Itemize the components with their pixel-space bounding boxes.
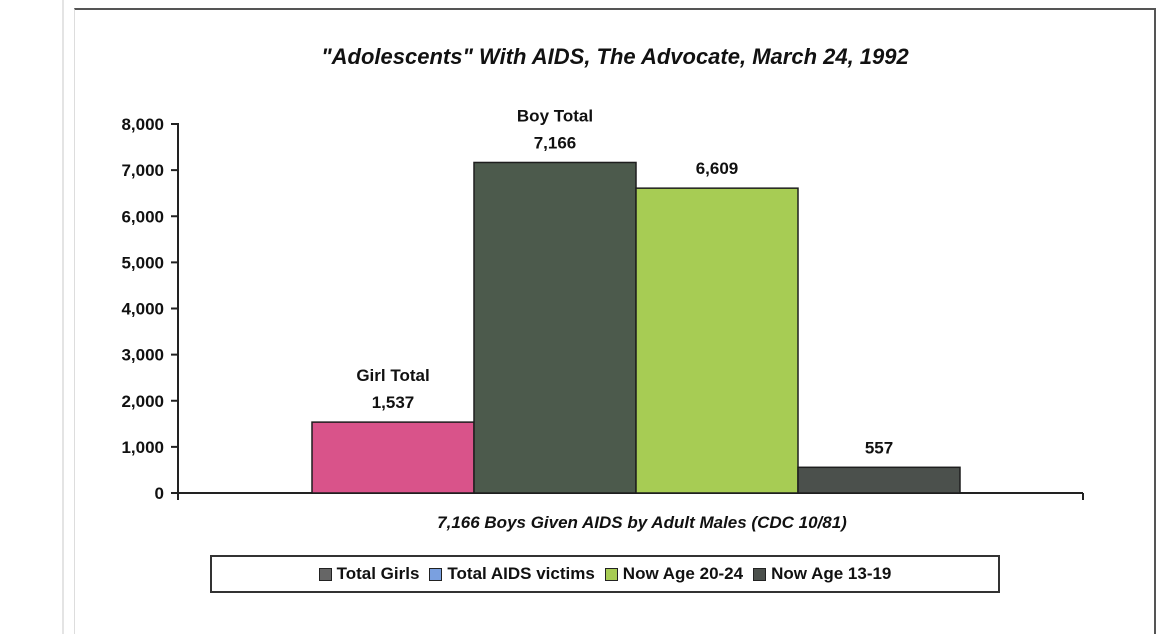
legend-item-now-age-13-19: Now Age 13-19 [753, 564, 891, 584]
legend-item-now-age-20-24: Now Age 20-24 [604, 564, 744, 584]
x-axis-label: 7,166 Boys Given AIDS by Adult Males (CD… [437, 513, 847, 532]
y-tick-label: 5,000 [121, 253, 164, 272]
legend: Total Girls Total AIDS victims Now Age 2… [210, 555, 1000, 593]
bar-value-label: 1,537 [372, 393, 415, 412]
chart-frame [74, 8, 1156, 634]
legend-label: Total AIDS victims [447, 564, 595, 583]
y-tick-label: 8,000 [121, 115, 164, 134]
legend-swatch [429, 567, 443, 581]
chart-title: "Adolescents" With AIDS, The Advocate, M… [321, 44, 909, 69]
y-tick-label: 2,000 [121, 392, 164, 411]
legend-label: Now Age 13-19 [771, 564, 892, 583]
legend-item-total-aids-victims: Total AIDS victims [429, 564, 595, 584]
bar-value-label: 557 [865, 438, 893, 457]
legend-swatch [318, 567, 332, 581]
page-margin-line [62, 0, 64, 634]
y-tick-label: 1,000 [121, 438, 164, 457]
legend-label: Now Age 20-24 [622, 564, 744, 583]
legend-swatch [753, 567, 767, 581]
bar [473, 161, 637, 494]
legend-item-total-girls: Total Girls [318, 564, 420, 584]
y-tick-label: 3,000 [121, 346, 164, 365]
bar [635, 187, 799, 494]
bar-category-label: Boy Total [517, 106, 593, 125]
legend-label: Total Girls [336, 564, 420, 583]
bar [797, 466, 961, 494]
y-tick-label: 7,000 [121, 161, 164, 180]
bar-category-label: Girl Total [356, 366, 429, 385]
y-tick-label: 6,000 [121, 207, 164, 226]
bar-value-label: 7,166 [534, 133, 577, 152]
bar-value-label: 6,609 [696, 159, 739, 178]
bar [311, 421, 475, 494]
y-tick-label: 0 [155, 484, 164, 503]
legend-swatch [604, 567, 618, 581]
y-tick-label: 4,000 [121, 300, 164, 319]
